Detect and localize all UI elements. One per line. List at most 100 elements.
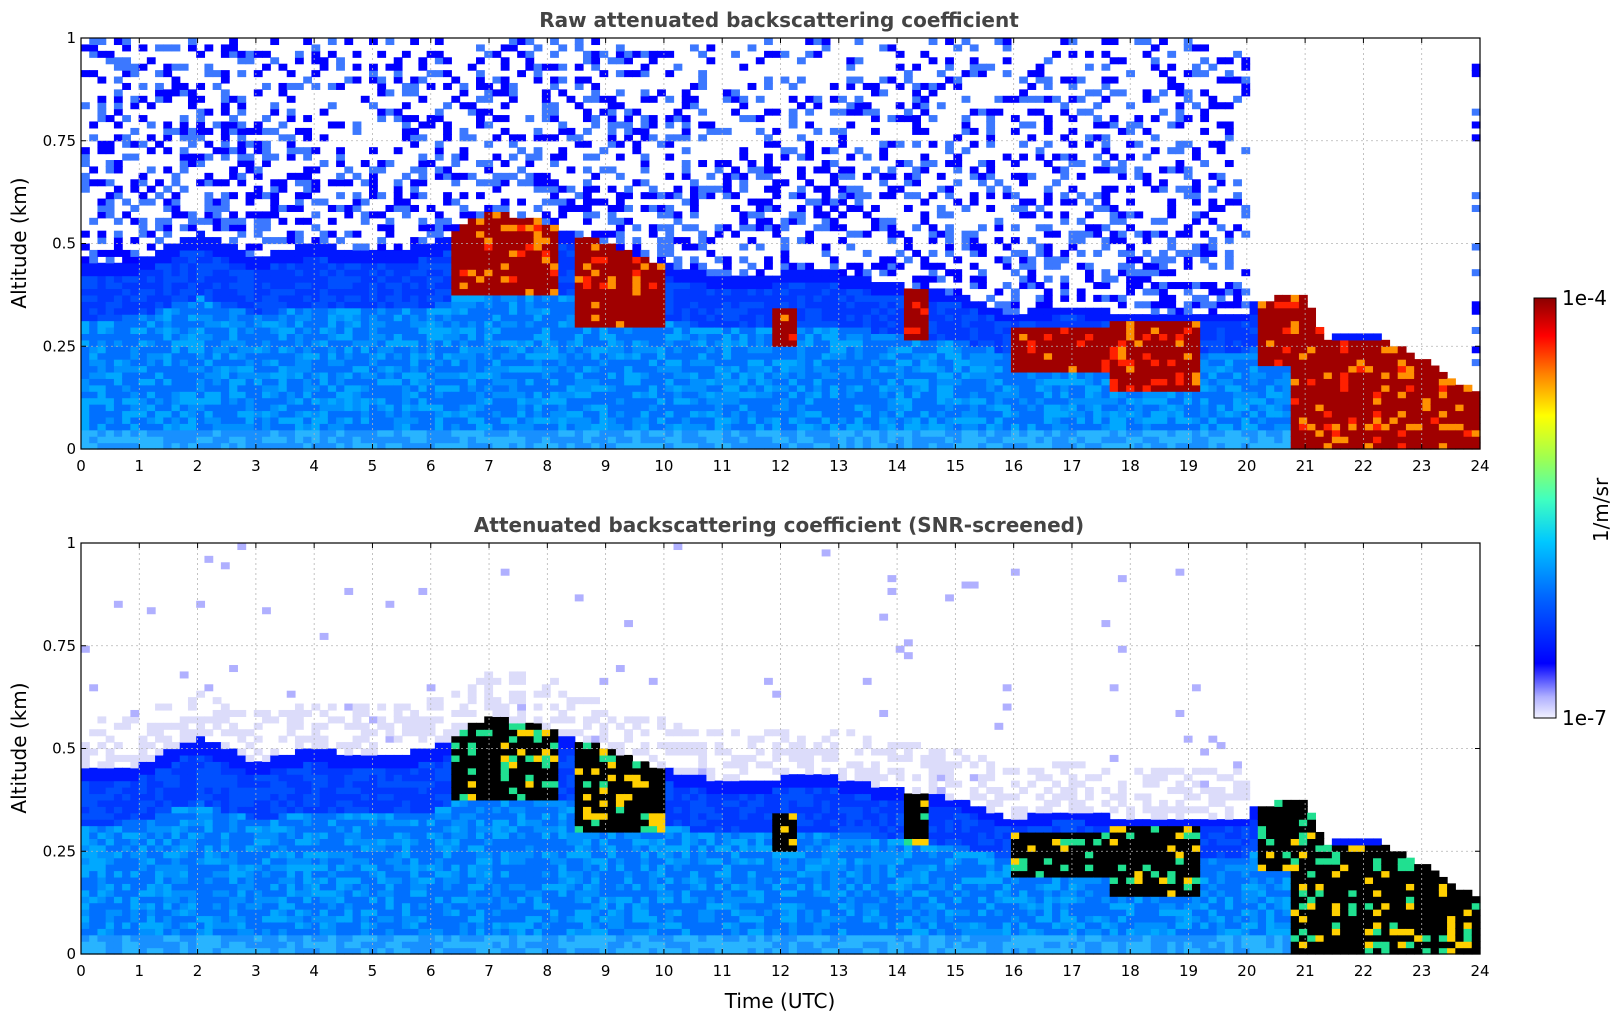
heatmap-cell (278, 384, 288, 392)
heatmap-cell (607, 359, 617, 367)
heatmap-cell (936, 307, 946, 315)
heatmap-cell (871, 352, 880, 360)
heatmap-cell (648, 269, 658, 277)
heatmap-cell (500, 211, 510, 219)
heatmap-cell (377, 436, 387, 444)
heatmap-cell (599, 359, 609, 367)
heatmap-cell (294, 50, 304, 58)
heatmap-cell (665, 314, 675, 322)
heatmap-cell (113, 108, 123, 116)
heatmap-cell (410, 115, 420, 123)
heatmap-cell (262, 429, 271, 437)
heatmap-cell (739, 185, 749, 193)
heatmap-cell (698, 294, 708, 302)
heatmap-cell (81, 294, 90, 302)
heatmap-cell (171, 371, 181, 379)
heatmap-cell (294, 256, 304, 264)
heatmap-cell (739, 288, 749, 296)
heatmap-cell (1019, 249, 1028, 257)
heatmap-cell (673, 397, 683, 405)
heatmap-cell (846, 384, 856, 392)
heatmap-cell (97, 147, 107, 155)
heatmap-cell (640, 179, 650, 187)
heatmap-cell (928, 192, 938, 200)
heatmap-cell (986, 326, 996, 334)
heatmap-cell (615, 153, 625, 161)
heatmap-cell (813, 339, 823, 347)
heatmap-cell (327, 326, 337, 334)
heatmap-cell (517, 249, 526, 257)
heatmap-cell (401, 115, 411, 123)
heatmap-cell (113, 416, 123, 424)
heatmap-cell (780, 442, 790, 450)
heatmap-cell (426, 416, 436, 424)
heatmap-cell (533, 436, 543, 444)
heatmap-cell (953, 179, 963, 187)
heatmap-cell (451, 76, 461, 84)
heatmap-cell (336, 346, 345, 354)
heatmap-cell (541, 314, 551, 322)
heatmap-cell (533, 63, 543, 71)
heatmap-cell (97, 359, 107, 367)
heatmap-cell (969, 275, 979, 283)
heatmap-cell (912, 121, 921, 129)
heatmap-cell (936, 314, 946, 322)
heatmap-cell (434, 269, 444, 277)
heatmap-cell (764, 294, 773, 302)
heatmap-cell (755, 115, 765, 123)
heatmap-cell (500, 436, 510, 444)
heatmap-cell (97, 301, 107, 309)
heatmap-cell (467, 397, 477, 405)
heatmap-cell (591, 384, 601, 392)
heatmap-cell (591, 314, 601, 322)
heatmap-cell (294, 436, 304, 444)
heatmap-cell (796, 102, 806, 110)
heatmap-cell (303, 256, 313, 264)
heatmap-cell (155, 262, 164, 270)
heatmap-cell (434, 57, 444, 65)
heatmap-cell (360, 217, 370, 225)
heatmap-cell (862, 410, 872, 418)
heatmap-cell (377, 89, 387, 97)
heatmap-cell (311, 294, 321, 302)
heatmap-cell (237, 333, 247, 341)
heatmap-cell (796, 416, 806, 424)
heatmap-cell (624, 352, 633, 360)
heatmap-cell (97, 378, 107, 386)
heatmap-cell (788, 192, 798, 200)
heatmap-cell (591, 423, 601, 431)
heatmap-cell (229, 38, 238, 46)
heatmap-cell (648, 288, 658, 296)
heatmap-cell (369, 359, 378, 367)
heatmap-cell (722, 307, 732, 315)
heatmap-cell (212, 70, 222, 78)
heatmap-cell (418, 256, 428, 264)
heatmap-cell (541, 211, 551, 219)
heatmap-cell (615, 391, 625, 399)
heatmap-cell (780, 294, 790, 302)
heatmap-cell (945, 410, 954, 418)
heatmap-cell (278, 423, 288, 431)
heatmap-cell (928, 140, 938, 148)
heatmap-cell (665, 378, 675, 386)
heatmap-cell (500, 76, 510, 84)
heatmap-cell (187, 371, 197, 379)
heatmap-cell (838, 346, 847, 354)
heatmap-cell (550, 346, 559, 354)
heatmap-cell (928, 423, 938, 431)
heatmap-cell (344, 346, 354, 354)
heatmap-cell (615, 121, 625, 129)
heatmap-cell (311, 288, 321, 296)
heatmap-cell (665, 326, 675, 334)
heatmap-cell (113, 76, 123, 84)
heatmap-cell (871, 89, 880, 97)
heatmap-cell (566, 185, 576, 193)
heatmap-cell (352, 346, 362, 354)
heatmap-cell (673, 282, 683, 290)
heatmap-cell (352, 410, 362, 418)
heatmap-cell (689, 429, 699, 437)
heatmap-cell (928, 352, 938, 360)
heatmap-cell (780, 288, 790, 296)
heatmap-cell (451, 397, 461, 405)
heatmap-cell (1027, 346, 1037, 354)
